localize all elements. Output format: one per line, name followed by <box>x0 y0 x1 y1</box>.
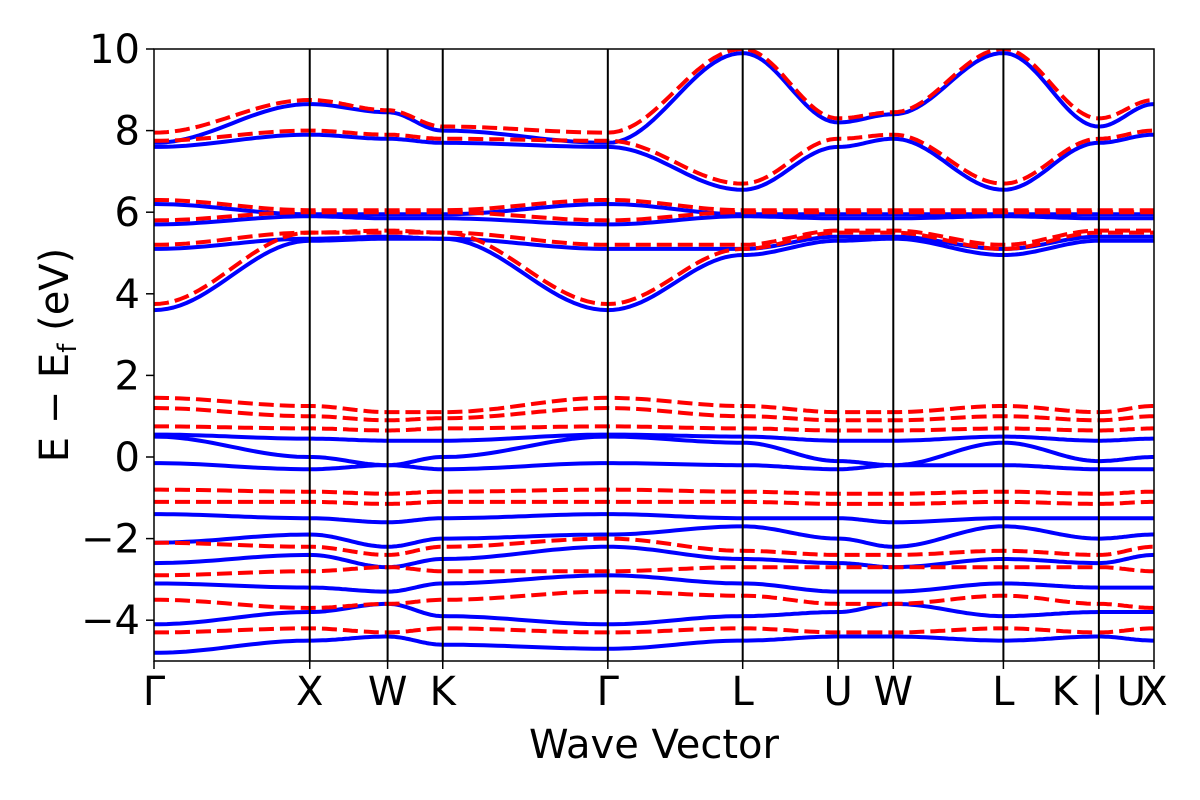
y-axis-label-main: E − E <box>32 353 78 463</box>
y-axis: −4 −2 0 2 4 6 8 10 <box>81 27 154 644</box>
high-symmetry-lines <box>308 49 1100 661</box>
y-tick-label: 0 <box>115 435 140 481</box>
x-axis-label: Wave Vector <box>529 722 780 768</box>
y-tick-label: 6 <box>115 190 140 236</box>
y-tick-label: −4 <box>81 598 140 644</box>
x-tick-label: L <box>992 669 1015 715</box>
y-tick-label: 8 <box>115 109 140 155</box>
x-tick-label: X <box>1140 669 1167 715</box>
x-tick-label: Γ <box>597 669 620 715</box>
x-tick-label: W <box>874 669 914 715</box>
y-axis-label-unit <box>32 331 78 344</box>
y-axis-label-subscript: f <box>53 343 83 353</box>
y-tick-label: 4 <box>115 272 140 318</box>
y-tick-label: −2 <box>81 517 140 563</box>
x-tick-label: U <box>824 669 853 715</box>
dashed-band-line <box>154 49 1154 135</box>
y-axis-label: E − Ef (eV) <box>32 248 83 463</box>
x-tick-label: W <box>368 669 408 715</box>
y-tick-label: 2 <box>115 353 140 399</box>
x-tick-label: K <box>430 669 458 715</box>
y-axis-label-unit-text: (eV) <box>32 248 78 331</box>
plot-frame <box>153 48 1155 662</box>
x-tick-label: Γ <box>143 669 166 715</box>
x-tick-label: X <box>296 669 323 715</box>
x-tick-label: L <box>732 669 755 715</box>
x-tick-label: K | U <box>1052 669 1146 715</box>
y-tick-label: 10 <box>89 27 140 73</box>
